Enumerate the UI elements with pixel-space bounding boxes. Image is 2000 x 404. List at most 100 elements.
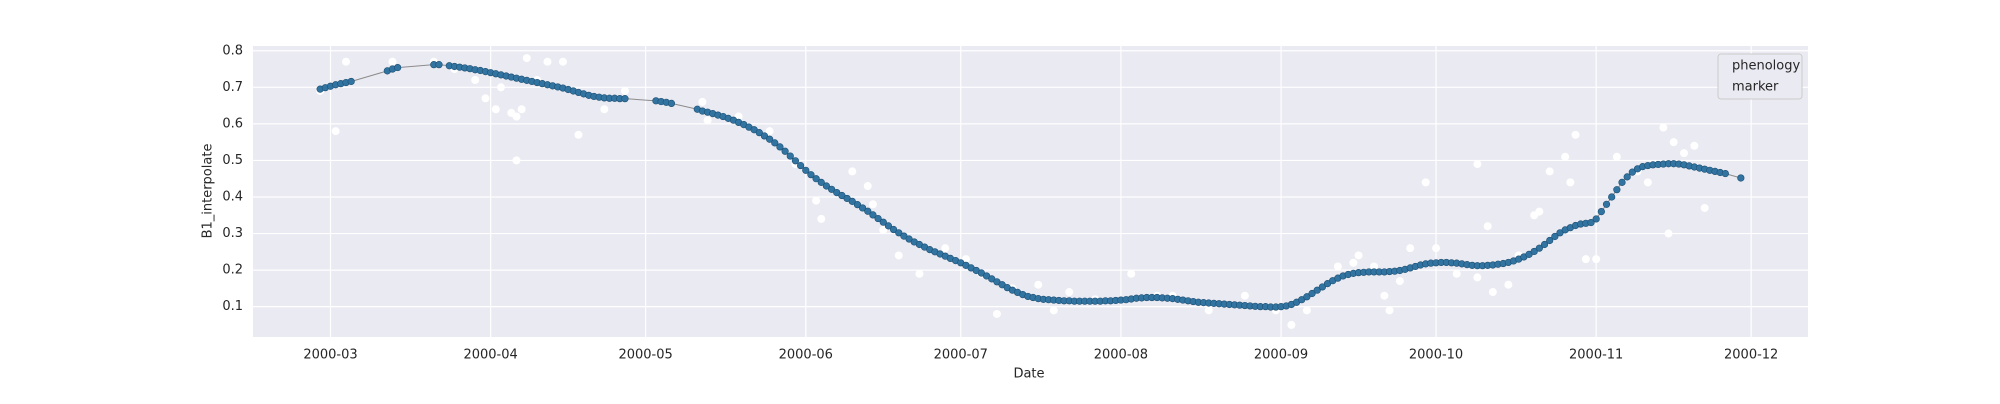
raw-point	[817, 214, 826, 223]
raw-point	[879, 225, 888, 234]
y-tick-label: 0.7	[222, 80, 243, 95]
series-point	[1551, 232, 1559, 241]
series-point	[347, 77, 355, 86]
series-point	[1308, 289, 1316, 298]
y-tick-label: 0.3	[222, 226, 243, 241]
series-point	[1597, 208, 1605, 216]
raw-point	[1612, 152, 1621, 161]
legend-label: marker	[1732, 80, 1779, 95]
series-point	[817, 178, 825, 186]
x-tick-label: 2000-03	[303, 348, 357, 363]
raw-point	[915, 269, 924, 278]
y-tick-label: 0.5	[222, 153, 243, 168]
raw-point	[620, 86, 629, 95]
series-point	[1535, 244, 1543, 252]
raw-point	[1483, 222, 1492, 231]
raw-point	[496, 83, 505, 92]
y-tick-label: 0.8	[222, 43, 243, 58]
series-point	[760, 132, 769, 140]
raw-point	[1406, 244, 1415, 253]
y-tick-label: 0.1	[222, 299, 243, 314]
raw-point	[863, 182, 872, 191]
raw-point	[1473, 273, 1482, 282]
raw-point	[471, 75, 480, 84]
series-point	[1613, 186, 1621, 194]
raw-point	[1680, 149, 1689, 158]
raw-point	[1380, 291, 1389, 300]
series-point	[812, 175, 820, 183]
y-axis-label: B1_interpolate	[201, 144, 216, 239]
x-tick-label: 2000-08	[1094, 348, 1148, 363]
raw-point	[1452, 269, 1461, 278]
x-tick-label: 2000-10	[1409, 348, 1463, 363]
raw-point	[1504, 280, 1513, 289]
series-point	[781, 147, 789, 155]
raw-point	[1370, 262, 1379, 271]
raw-point	[491, 105, 500, 114]
x-tick-label: 2000-04	[463, 348, 517, 363]
raw-point	[848, 167, 857, 176]
raw-point	[388, 57, 397, 66]
series-point	[1303, 293, 1311, 301]
raw-point	[1581, 255, 1590, 264]
x-tick-label: 2000-11	[1569, 348, 1623, 363]
series-point	[667, 99, 676, 107]
series-point	[884, 222, 893, 230]
series-point	[1618, 178, 1626, 186]
raw-point	[1690, 141, 1699, 150]
raw-point	[1561, 152, 1570, 161]
raw-point	[1592, 255, 1601, 264]
series-point	[864, 207, 872, 215]
series-point	[1628, 168, 1636, 176]
series-point	[1546, 236, 1554, 245]
series-point	[874, 214, 882, 223]
raw-point	[331, 127, 340, 136]
raw-point	[992, 309, 1001, 318]
raw-point	[894, 251, 903, 260]
series-point	[621, 95, 629, 103]
series-point	[1540, 240, 1549, 249]
series-point	[755, 129, 763, 137]
series-point	[1587, 218, 1595, 227]
raw-point	[481, 94, 490, 103]
series-point	[859, 204, 867, 212]
raw-point	[1571, 130, 1580, 139]
series-point	[776, 143, 784, 151]
raw-point	[698, 97, 707, 106]
raw-point	[341, 57, 350, 66]
raw-point	[1659, 123, 1668, 132]
series-point	[1623, 173, 1631, 181]
x-tick-label: 2000-09	[1254, 348, 1308, 363]
raw-point	[1204, 306, 1213, 315]
legend-title: phenology	[1732, 59, 1800, 74]
raw-point	[1545, 167, 1554, 176]
raw-point	[1432, 244, 1441, 253]
series-point	[766, 135, 774, 143]
series-point	[895, 229, 903, 237]
series-point	[1721, 169, 1729, 178]
series-point	[1608, 193, 1616, 201]
x-tick-label: 2000-07	[934, 348, 988, 363]
series-point	[853, 201, 862, 209]
series-point	[797, 161, 805, 170]
raw-point	[1535, 207, 1544, 216]
raw-point	[558, 57, 567, 66]
raw-point	[1385, 306, 1394, 315]
raw-point	[1643, 178, 1652, 187]
series-point	[1602, 200, 1611, 208]
raw-point	[1287, 320, 1296, 329]
x-tick-label: 2000-05	[618, 348, 672, 363]
series-point	[1318, 283, 1326, 291]
legend-box	[1717, 53, 1803, 100]
raw-point	[812, 196, 821, 205]
series-point	[889, 225, 898, 234]
raw-point	[703, 116, 712, 125]
series-point	[807, 171, 815, 179]
series-point	[786, 152, 794, 160]
raw-point	[941, 244, 950, 253]
raw-point	[1669, 138, 1678, 147]
series-point	[1313, 286, 1321, 294]
raw-point	[1473, 160, 1482, 169]
series-point	[1530, 247, 1538, 256]
